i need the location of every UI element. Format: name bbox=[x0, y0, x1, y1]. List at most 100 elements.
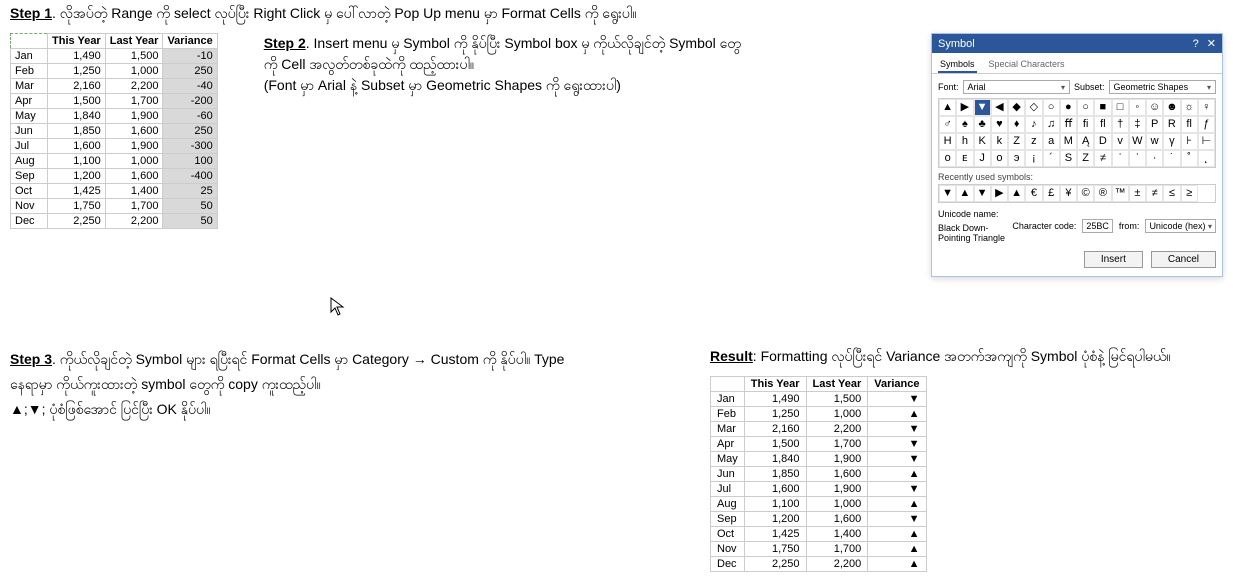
symbol-cell[interactable]: Z bbox=[1008, 133, 1025, 150]
table-header: This Year bbox=[48, 34, 106, 49]
tab-symbols[interactable]: Symbols bbox=[938, 57, 977, 73]
symbol-cell[interactable]: J bbox=[974, 150, 991, 167]
symbol-cell[interactable]: P bbox=[1146, 116, 1163, 133]
from-select[interactable]: Unicode (hex) ▾ bbox=[1145, 219, 1216, 233]
symbol-grid[interactable]: ▲▶▼◀◆◇○●○■□◦☺☻☼♀♂♠♣♥♦♪♫ﬀﬁﬂ†‡PRﬂƒHhKkZzaM… bbox=[938, 98, 1216, 168]
symbol-cell[interactable]: ʿ bbox=[1129, 150, 1146, 167]
symbol-cell[interactable]: o bbox=[991, 150, 1008, 167]
symbol-cell[interactable]: ♥ bbox=[991, 116, 1008, 133]
recent-symbol[interactable]: © bbox=[1077, 185, 1094, 202]
symbol-cell[interactable]: ☻ bbox=[1163, 99, 1180, 116]
symbol-cell[interactable]: S bbox=[1060, 150, 1077, 167]
symbol-cell[interactable]: ƒ bbox=[1198, 116, 1215, 133]
symbol-cell[interactable]: э bbox=[1008, 150, 1025, 167]
symbol-cell[interactable]: ♀ bbox=[1198, 99, 1215, 116]
symbol-cell[interactable]: ○ bbox=[1077, 99, 1094, 116]
symbol-cell[interactable]: M bbox=[1060, 133, 1077, 150]
table-cell: 1,200 bbox=[48, 169, 106, 184]
symbol-cell[interactable]: ´ bbox=[1043, 150, 1060, 167]
symbol-cell[interactable]: ﬂ bbox=[1094, 116, 1111, 133]
insert-button[interactable]: Insert bbox=[1084, 251, 1143, 268]
symbol-cell[interactable]: ﬀ bbox=[1060, 116, 1077, 133]
recent-symbol[interactable]: ▼ bbox=[974, 185, 991, 202]
symbol-cell[interactable]: ♦ bbox=[1008, 116, 1025, 133]
cursor-icon bbox=[330, 297, 346, 317]
symbol-cell[interactable]: ▼ bbox=[974, 99, 991, 116]
symbol-cell[interactable]: ○ bbox=[1043, 99, 1060, 116]
symbol-cell[interactable]: ﬂ bbox=[1181, 116, 1198, 133]
symbol-cell[interactable]: ♂ bbox=[939, 116, 956, 133]
recent-grid[interactable]: ▼▲▼▶▲€£¥©®™±≠≤≥ bbox=[938, 184, 1216, 203]
symbol-cell[interactable]: ¡ bbox=[1025, 150, 1042, 167]
symbol-cell[interactable]: ■ bbox=[1094, 99, 1111, 116]
step2-block: Step 2. Insert menu မှ Symbol ကို နိုပ်ပ… bbox=[264, 33, 744, 96]
symbol-cell[interactable]: ▶ bbox=[956, 99, 973, 116]
symbol-cell[interactable]: v bbox=[1112, 133, 1129, 150]
symbol-cell[interactable]: ◇ bbox=[1025, 99, 1042, 116]
symbol-cell[interactable]: ᴇ bbox=[956, 150, 973, 167]
symbol-cell[interactable]: ﬁ bbox=[1077, 116, 1094, 133]
symbol-cell[interactable]: ◦ bbox=[1129, 99, 1146, 116]
symbol-cell[interactable]: ᴏ bbox=[939, 150, 956, 167]
symbol-cell[interactable]: w bbox=[1146, 133, 1163, 150]
recent-symbol[interactable]: ¥ bbox=[1060, 185, 1077, 202]
cancel-button[interactable]: Cancel bbox=[1151, 251, 1216, 268]
symbol-cell[interactable]: R bbox=[1163, 116, 1180, 133]
table-cell: 1,400 bbox=[105, 184, 163, 199]
result-label: Result bbox=[710, 348, 753, 364]
close-icon[interactable]: ✕ bbox=[1207, 37, 1216, 50]
recent-symbol[interactable]: ▲ bbox=[1008, 185, 1025, 202]
recent-symbol[interactable]: ≥ bbox=[1181, 185, 1198, 202]
symbol-cell[interactable]: W bbox=[1129, 133, 1146, 150]
recent-symbol[interactable]: € bbox=[1025, 185, 1042, 202]
symbol-cell[interactable]: h bbox=[956, 133, 973, 150]
symbol-cell[interactable]: Z bbox=[1077, 150, 1094, 167]
symbol-cell[interactable]: ʾ bbox=[1112, 150, 1129, 167]
symbol-cell[interactable]: ‡ bbox=[1129, 116, 1146, 133]
symbol-cell[interactable]: a bbox=[1043, 133, 1060, 150]
recent-symbol[interactable]: ≤ bbox=[1163, 185, 1180, 202]
symbol-cell[interactable]: ● bbox=[1060, 99, 1077, 116]
symbol-cell[interactable]: H bbox=[939, 133, 956, 150]
symbol-cell[interactable]: † bbox=[1112, 116, 1129, 133]
tab-special[interactable]: Special Characters bbox=[987, 57, 1067, 73]
symbol-cell[interactable]: Ą bbox=[1077, 133, 1094, 150]
charcode-input[interactable]: 25BC bbox=[1082, 219, 1113, 233]
recent-symbol[interactable]: ≠ bbox=[1146, 185, 1163, 202]
symbol-cell[interactable]: ♠ bbox=[956, 116, 973, 133]
symbol-cell[interactable]: ⊢ bbox=[1198, 133, 1215, 150]
recent-symbol[interactable]: ▲ bbox=[956, 185, 973, 202]
symbol-cell[interactable]: ⊦ bbox=[1181, 133, 1198, 150]
symbol-cell[interactable]: ◀ bbox=[991, 99, 1008, 116]
recent-symbol[interactable]: ± bbox=[1129, 185, 1146, 202]
symbol-cell[interactable]: ☺ bbox=[1146, 99, 1163, 116]
symbol-cell[interactable]: □ bbox=[1112, 99, 1129, 116]
font-select[interactable]: Arial ▾ bbox=[963, 80, 1070, 94]
symbol-cell[interactable]: ▲ bbox=[939, 99, 956, 116]
recent-symbol[interactable]: ™ bbox=[1112, 185, 1129, 202]
symbol-cell[interactable]: ♫ bbox=[1043, 116, 1060, 133]
symbol-cell[interactable]: ♣ bbox=[974, 116, 991, 133]
symbol-cell[interactable]: ˙ bbox=[1163, 150, 1180, 167]
symbol-cell[interactable]: ◆ bbox=[1008, 99, 1025, 116]
recent-symbol[interactable]: ▼ bbox=[939, 185, 956, 202]
subset-select[interactable]: Geometric Shapes ▾ bbox=[1109, 80, 1216, 94]
recent-symbol[interactable]: ▶ bbox=[991, 185, 1008, 202]
help-icon[interactable]: ? bbox=[1193, 38, 1199, 50]
symbol-cell[interactable]: D bbox=[1094, 133, 1111, 150]
symbol-cell[interactable]: ♪ bbox=[1025, 116, 1042, 133]
symbol-cell[interactable]: z bbox=[1025, 133, 1042, 150]
symbol-cell[interactable]: ≠ bbox=[1094, 150, 1111, 167]
table-header-row: This YearLast YearVariance bbox=[711, 377, 927, 392]
symbol-cell[interactable]: ˛ bbox=[1198, 150, 1215, 167]
symbol-cell[interactable]: K bbox=[974, 133, 991, 150]
symbol-cell[interactable]: γ bbox=[1163, 133, 1180, 150]
symbol-cell[interactable]: · bbox=[1146, 150, 1163, 167]
recent-symbol[interactable]: £ bbox=[1043, 185, 1060, 202]
table-cell: 1,400 bbox=[806, 527, 868, 542]
symbol-cell[interactable]: ˚ bbox=[1181, 150, 1198, 167]
table-row: Sep1,2001,600▼ bbox=[711, 512, 927, 527]
recent-symbol[interactable]: ® bbox=[1094, 185, 1111, 202]
symbol-cell[interactable]: ☼ bbox=[1181, 99, 1198, 116]
symbol-cell[interactable]: k bbox=[991, 133, 1008, 150]
